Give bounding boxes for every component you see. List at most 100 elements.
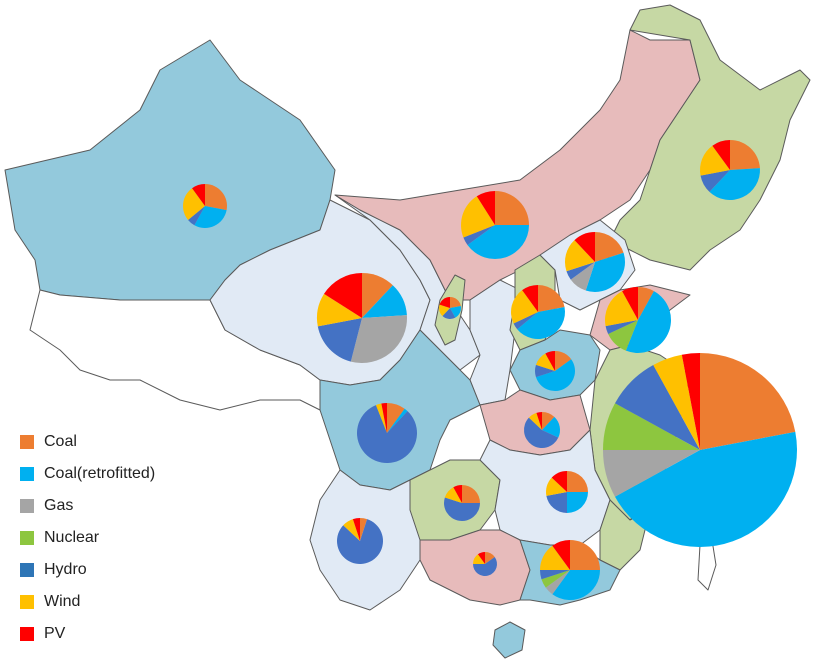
pie-slice-heilongjiang-4 (700, 170, 730, 192)
pie-slice-heilongjiang-0 (730, 140, 760, 170)
pie-slice-jiangxi-5 (546, 477, 567, 496)
pie-slice-qinghai-4 (317, 318, 362, 362)
pie-slice-jiangxi-0 (567, 471, 588, 492)
pie-slice-guizhou-4 (444, 497, 480, 522)
pie-slice-heilongjiang-1 (709, 168, 761, 201)
pie-slice-jiangsu-2 (603, 450, 700, 497)
pie-slice-heilongjiang-6 (712, 140, 730, 170)
pie-slice-guangdong-1 (552, 570, 600, 601)
pie-slice-shandong-6 (622, 287, 638, 320)
pie-slice-inner-mongolia-0 (495, 191, 529, 225)
pie-slice-ningxia-5 (439, 304, 450, 317)
legend-label: Hydro (44, 561, 87, 578)
pie-slice-jiangsu-3 (603, 403, 700, 450)
legend-label: Nuclear (44, 529, 100, 546)
legend-item-coal-retrofitted: Coal(retrofitted) (20, 458, 220, 490)
pie-slice-qinghai-6 (324, 273, 362, 318)
legend-swatch-hydro (20, 563, 34, 577)
pie-slice-hubei-1 (542, 416, 560, 438)
legend-swatch-wind (20, 595, 34, 609)
pie-layer (183, 140, 797, 601)
pie-slice-qinghai-1 (362, 285, 407, 318)
pie-slice-xinjiang-5 (183, 188, 205, 221)
pie-slice-xinjiang-6 (192, 184, 205, 206)
pie-slice-hubei-0 (542, 412, 555, 430)
pie-slice-hebei-4 (566, 262, 595, 280)
legend-item-hydro: Hydro (20, 554, 220, 586)
pie-slice-ningxia-4 (442, 308, 456, 319)
pie-slice-guangdong-6 (552, 540, 570, 570)
pie-slice-qinghai-2 (350, 315, 407, 363)
pie-slice-guangdong-5 (540, 545, 570, 570)
legend-label: Wind (44, 593, 81, 610)
pie-slice-sichuan-5 (375, 403, 387, 433)
legend-swatch-coal (20, 435, 34, 449)
pie-slice-jiangxi-1 (567, 492, 588, 513)
pie-slice-guizhou-5 (444, 487, 462, 503)
pie-slice-hubei-4 (524, 417, 559, 448)
legend-item-gas: Gas (20, 490, 220, 522)
legend-item-pv: PV (20, 618, 220, 650)
pie-slice-sichuan-6 (381, 403, 387, 433)
pie-slice-shanxi-4 (513, 312, 538, 330)
pie-slice-yunnan-0 (360, 518, 368, 541)
pie-slice-jiangsu-6 (681, 353, 700, 450)
pie-slice-jiangxi-6 (551, 471, 567, 492)
pie-slice-xinjiang-0 (205, 183, 227, 211)
pie-slice-jiangsu-4 (614, 364, 700, 450)
region-tibet (29, 289, 321, 411)
pie-slice-guangdong-3 (541, 570, 570, 588)
legend-item-nuclear: Nuclear (20, 522, 220, 554)
legend-swatch-pv (20, 627, 34, 641)
pie-slice-henan-6 (545, 351, 555, 371)
pie-slice-guangdong-2 (545, 570, 570, 595)
pie-slice-henan-5 (535, 353, 555, 371)
pie-slice-yunnan-6 (352, 518, 360, 541)
pie-slice-hebei-0 (595, 232, 624, 262)
pie-slice-sichuan-0 (387, 403, 405, 433)
pie-slice-hebei-1 (585, 252, 625, 293)
pie-slice-hebei-5 (565, 240, 595, 272)
pie-slice-hubei-6 (536, 412, 542, 430)
pie-slice-jiangsu-5 (653, 354, 700, 450)
legend-swatch-nuclear (20, 531, 34, 545)
pie-slice-guangxi-6 (477, 552, 485, 564)
legend-swatch-coal-retrofitted (20, 467, 34, 481)
pie-slice-jiangsu-0 (700, 353, 796, 450)
pie-slice-shandong-0 (638, 287, 654, 320)
pie-slice-inner-mongolia-6 (476, 191, 495, 225)
region-hainan (492, 621, 526, 659)
pie-slice-jiangsu-1 (614, 431, 797, 548)
legend: Coal Coal(retrofitted) Gas Nuclear Hydro… (20, 426, 220, 650)
pie-slice-shandong-1 (625, 291, 672, 354)
pie-slice-yunnan-5 (343, 519, 360, 541)
pie-slice-guizhou-0 (462, 485, 480, 503)
pie-slice-xinjiang-1 (194, 206, 227, 229)
region-shaanxi (469, 279, 521, 406)
region-taiwan (697, 539, 717, 591)
legend-swatch-gas (20, 499, 34, 513)
legend-item-wind: Wind (20, 586, 220, 618)
legend-label: Coal(retrofitted) (44, 465, 156, 482)
pie-slice-yunnan-4 (337, 519, 384, 565)
pie-slice-shandong-3 (608, 320, 638, 351)
pie-slice-ningxia-0 (450, 297, 461, 308)
pie-slice-guangxi-4 (473, 556, 498, 577)
pie-slice-shanxi-6 (522, 285, 538, 312)
pie-slice-sichuan-4 (357, 405, 418, 464)
pie-slice-hebei-2 (570, 262, 595, 291)
pie-slice-inner-mongolia-1 (467, 225, 529, 259)
pie-slice-hubei-5 (528, 412, 542, 430)
legend-label: PV (44, 625, 66, 642)
pie-slice-ningxia-1 (450, 305, 461, 318)
pie-slice-heilongjiang-5 (700, 145, 730, 176)
pie-slice-guangdong-4 (540, 570, 570, 580)
pie-slice-guizhou-6 (453, 485, 462, 503)
pie-slice-shanxi-0 (538, 285, 565, 312)
pie-slice-shandong-5 (605, 291, 638, 327)
pie-slice-jiangxi-4 (546, 492, 567, 513)
pie-slice-guangdong-0 (570, 540, 600, 570)
pie-slice-inner-mongolia-4 (463, 225, 495, 245)
pie-slice-qinghai-5 (317, 293, 362, 327)
